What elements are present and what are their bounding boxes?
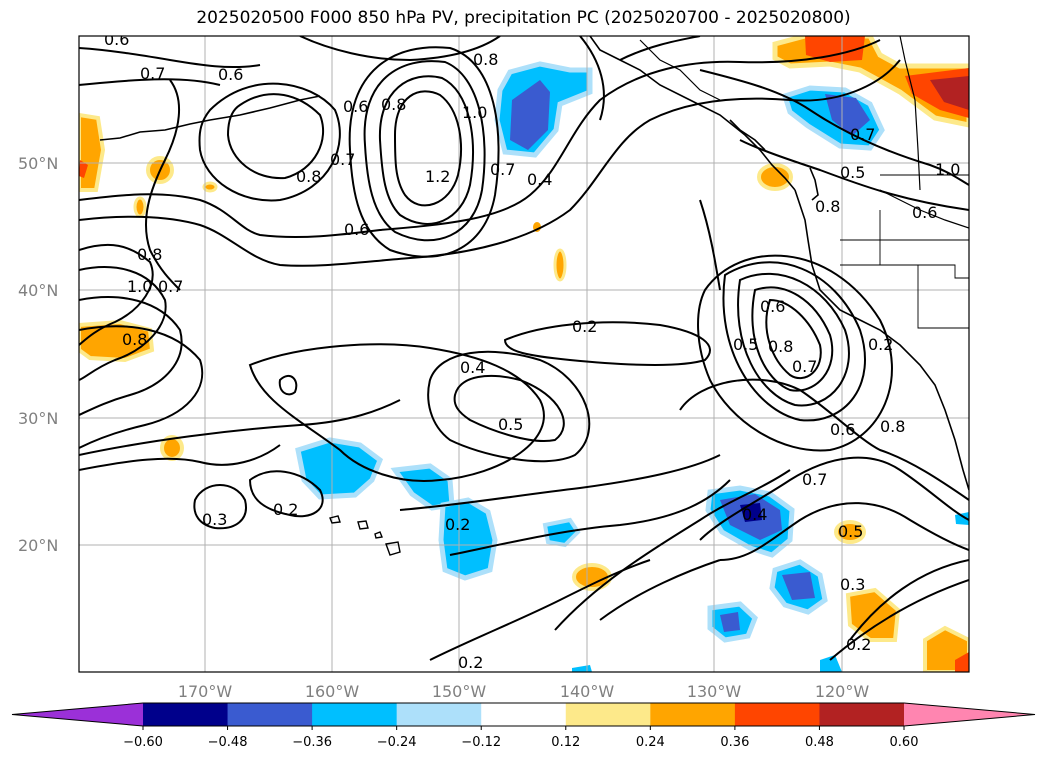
lon-label: 160°W — [305, 682, 360, 701]
colorbar-segment — [312, 703, 398, 726]
colorbar-tick-label: −0.24 — [377, 735, 417, 750]
map-frame — [78, 35, 970, 673]
colorbar-segment — [565, 703, 651, 726]
colorbar-segment — [650, 703, 736, 726]
colorbar-tick-label: 0.24 — [636, 735, 665, 750]
contour-label: 0.4 — [460, 358, 485, 377]
colorbar-segment — [227, 703, 313, 726]
colorbar-tick-label: 0.60 — [890, 735, 919, 750]
contour-label: 0.8 — [473, 50, 498, 69]
colorbar-extend-max — [904, 703, 1035, 726]
colorbar-tick-label: 0.36 — [720, 735, 749, 750]
contour-label: 0.8 — [296, 167, 321, 186]
contour-label: 0.7 — [802, 470, 827, 489]
contour-label: 0.7 — [140, 64, 165, 83]
lat-label: 30°N — [18, 409, 58, 428]
contour-label: 0.3 — [202, 510, 227, 529]
contour-label: 0.2 — [445, 515, 470, 534]
contour-label: 0.7 — [792, 357, 817, 376]
lat-label: 40°N — [18, 281, 58, 300]
contour-label: 0.7 — [330, 150, 355, 169]
lon-label: 150°W — [432, 682, 487, 701]
lon-label: 170°W — [178, 682, 233, 701]
coastlines — [99, 36, 969, 491]
pv-contours — [79, 36, 969, 661]
contour-label: 0.4 — [527, 170, 552, 189]
contour-label: 0.6 — [218, 65, 243, 84]
contour-label: 0.5 — [498, 415, 523, 434]
colorbar-extend-min — [12, 703, 143, 726]
map-title: 2025020500 F000 850 hPa PV, precipitatio… — [196, 8, 851, 28]
contour-label: 0.7 — [490, 160, 515, 179]
lon-label: 120°W — [815, 682, 870, 701]
lat-label: 50°N — [18, 154, 58, 173]
colorbar-segment — [143, 703, 229, 726]
contour-label: 0.5 — [840, 163, 865, 182]
precip-negative-areas — [295, 61, 969, 672]
colorbar-segment — [734, 703, 820, 726]
latitude-labels: 50°N 40°N 30°N 20°N — [18, 154, 58, 555]
colorbar-tick-label: 0.48 — [805, 735, 834, 750]
contour-labels: 0.6 0.7 0.6 0.8 0.6 0.8 0.7 1.0 1.2 0.8 … — [104, 30, 960, 672]
contour-label: 0.7 — [850, 125, 875, 144]
contour-label: 0.6 — [912, 203, 937, 222]
contour-label: 0.5 — [838, 522, 863, 541]
contour-label: 1.2 — [425, 167, 450, 186]
contour-label: 0.6 — [830, 420, 855, 439]
colorbar-segment — [481, 703, 567, 726]
contour-label: 0.2 — [868, 335, 893, 354]
contour-label: 0.7 — [158, 277, 183, 296]
longitude-labels: 170°W 160°W 150°W 140°W 130°W 120°W — [178, 682, 870, 701]
colorbar-segment — [396, 703, 482, 726]
contour-label: 0.8 — [815, 197, 840, 216]
contour-label: 0.8 — [768, 337, 793, 356]
contour-label: 0.8 — [381, 95, 406, 114]
lat-label: 20°N — [18, 536, 58, 555]
colorbar: −0.60 −0.48 −0.36 −0.24 −0.12 0.12 0.24 0.36 0.4… — [11, 702, 1036, 750]
colorbar-tick-label: −0.12 — [461, 735, 501, 750]
hawaii-islands — [329, 515, 401, 556]
lon-label: 140°W — [560, 682, 615, 701]
contour-label: 0.2 — [846, 635, 871, 654]
contour-label: 0.2 — [572, 317, 597, 336]
colorbar-tick-label: 0.12 — [551, 735, 580, 750]
contour-label: 0.6 — [104, 30, 129, 49]
colorbar-tick-label: −0.60 — [123, 735, 163, 750]
contour-label: 0.6 — [760, 297, 785, 316]
contour-label: 0.5 — [733, 335, 758, 354]
contour-label: 0.8 — [880, 417, 905, 436]
contour-label: 0.6 — [344, 220, 369, 239]
contour-label: 0.2 — [458, 653, 483, 672]
lon-label: 130°W — [687, 682, 742, 701]
contour-label: 0.8 — [122, 330, 147, 349]
contour-label: 1.0 — [462, 103, 487, 122]
colorbar-tick-label: −0.48 — [208, 735, 248, 750]
contour-label: 1.0 — [127, 277, 152, 296]
contour-label: 0.3 — [840, 575, 865, 594]
contour-label: 0.8 — [137, 245, 162, 264]
contour-label: 1.0 — [935, 160, 960, 179]
colorbar-segment — [819, 703, 905, 726]
contour-label: 0.2 — [273, 500, 298, 519]
contour-label: 0.6 — [343, 97, 368, 116]
contour-label: 0.4 — [742, 505, 767, 524]
colorbar-tick-label: −0.36 — [292, 735, 332, 750]
